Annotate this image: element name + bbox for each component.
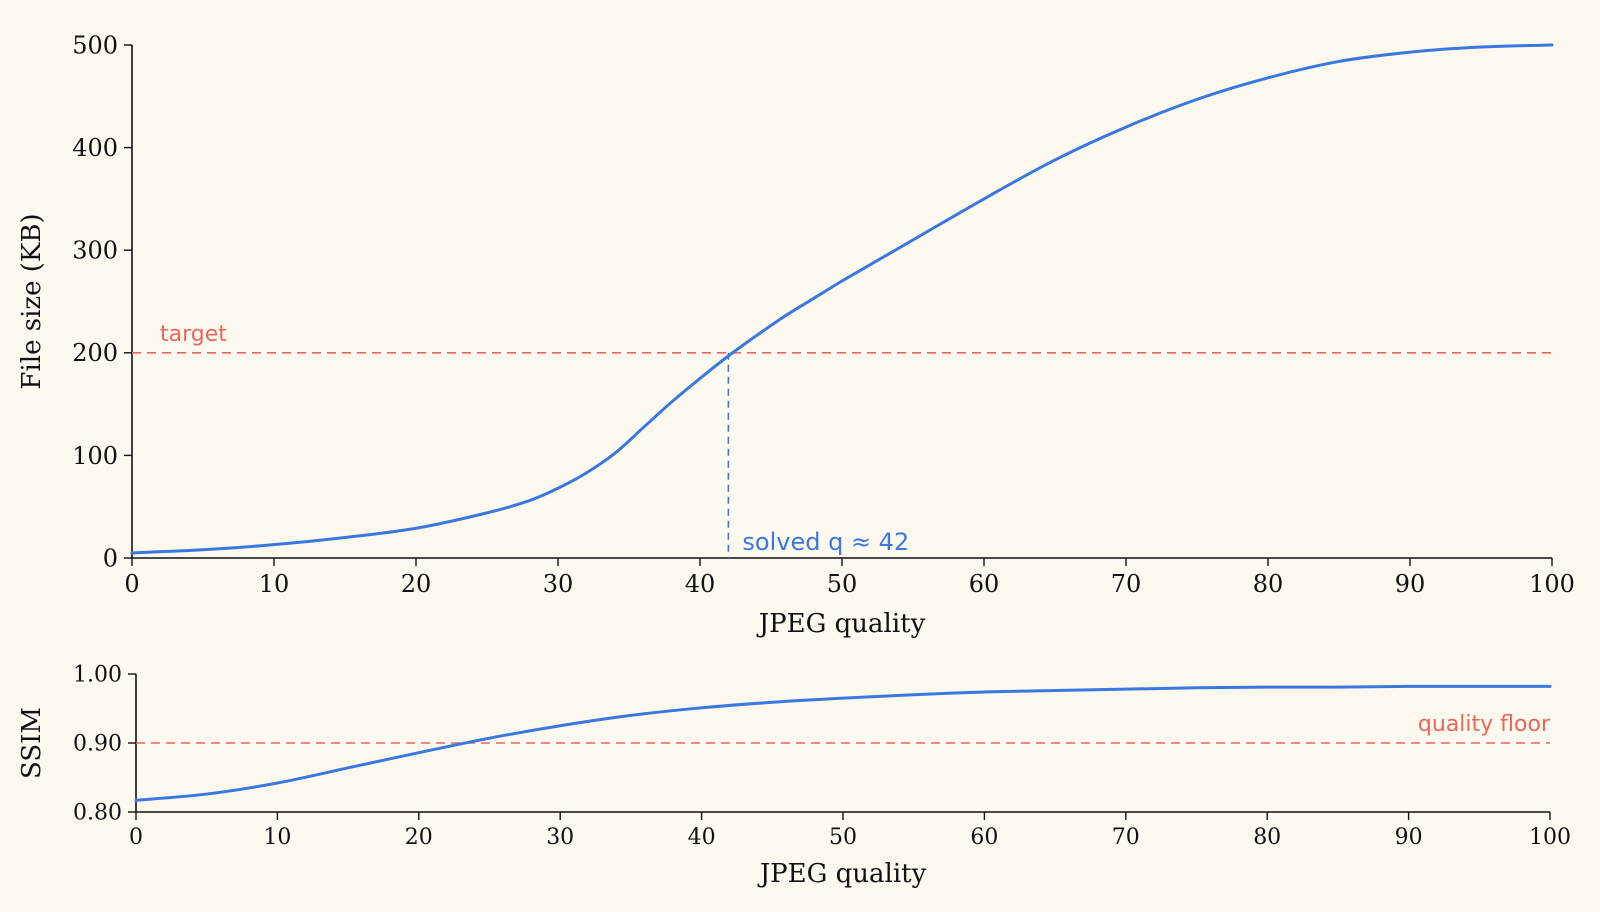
solved-quality-label: solved q ≈ 42 <box>742 528 909 556</box>
y-tick-label: 300 <box>72 237 118 265</box>
y-tick-label: 200 <box>72 339 118 367</box>
x-tick-label: 40 <box>685 570 716 598</box>
y-tick-label: 400 <box>72 134 118 162</box>
x-tick-label: 40 <box>688 825 716 850</box>
x-tick-label: 80 <box>1253 570 1284 598</box>
y-tick-label: 0.80 <box>73 801 122 826</box>
y-axis-label: SSIM <box>17 707 47 779</box>
x-tick-label: 90 <box>1395 825 1423 850</box>
chart-panel-2: 0 10 20 30 40 50 60 70 80 90 100 0.80 0.90 1.00 JPEG q… <box>17 663 1571 889</box>
x-tick-label: 100 <box>1529 570 1575 598</box>
chart-panel-1: 0 10 20 30 40 50 60 70 80 90 100 0 100 200 300 400 500 JP… <box>17 31 1575 639</box>
reference-line-label: quality floor <box>1418 712 1551 737</box>
x-tick-label: 20 <box>405 825 433 850</box>
x-tick-label: 0 <box>124 570 139 598</box>
y-tick-label: 100 <box>72 442 118 470</box>
series-line-1 <box>134 684 1552 802</box>
x-tick-label: 80 <box>1253 825 1281 850</box>
x-axis-label: JPEG quality <box>757 859 927 889</box>
x-axis-label: JPEG quality <box>756 609 926 639</box>
x-tick-label: 10 <box>263 825 291 850</box>
y-tick-label: 0 <box>103 544 118 572</box>
y-tick-label: 0.90 <box>73 732 122 757</box>
y-tick-label: 500 <box>72 31 118 59</box>
reference-line-label: target <box>160 322 227 347</box>
x-tick-label: 30 <box>546 825 574 850</box>
x-tick-label: 70 <box>1112 825 1140 850</box>
y-tick-label: 1.00 <box>73 663 122 688</box>
x-tick-label: 10 <box>259 570 290 598</box>
x-tick-label: 30 <box>543 570 574 598</box>
x-tick-label: 50 <box>829 825 857 850</box>
x-tick-label: 20 <box>401 570 432 598</box>
x-tick-label: 90 <box>1395 570 1426 598</box>
series-line-1 <box>130 43 1554 555</box>
x-tick-label: 60 <box>970 825 998 850</box>
x-tick-label: 70 <box>1111 570 1142 598</box>
x-tick-label: 100 <box>1529 825 1571 850</box>
y-axis-label: File size (KB) <box>17 213 47 389</box>
x-tick-label: 0 <box>129 825 143 850</box>
x-tick-label: 50 <box>827 570 858 598</box>
x-tick-label: 60 <box>969 570 1000 598</box>
